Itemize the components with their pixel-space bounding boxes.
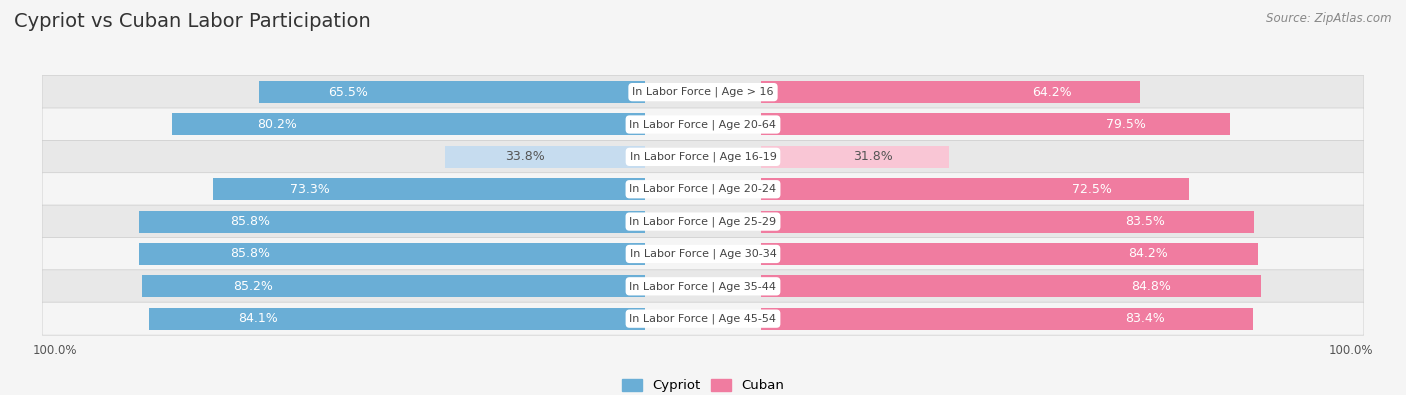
Bar <box>172 113 645 135</box>
Bar <box>139 211 645 233</box>
Text: In Labor Force | Age > 16: In Labor Force | Age > 16 <box>633 87 773 98</box>
FancyBboxPatch shape <box>42 140 1364 173</box>
FancyBboxPatch shape <box>42 237 1364 271</box>
Text: 80.2%: 80.2% <box>257 118 297 131</box>
Text: In Labor Force | Age 20-64: In Labor Force | Age 20-64 <box>630 119 776 130</box>
Bar <box>761 178 1188 200</box>
Bar <box>142 275 645 297</box>
Bar <box>149 308 645 330</box>
Text: 33.8%: 33.8% <box>505 150 546 164</box>
Text: 72.5%: 72.5% <box>1071 183 1112 196</box>
FancyBboxPatch shape <box>42 302 1364 335</box>
Text: In Labor Force | Age 30-34: In Labor Force | Age 30-34 <box>630 249 776 259</box>
Text: 64.2%: 64.2% <box>1032 86 1071 99</box>
Bar <box>259 81 645 103</box>
Bar <box>761 113 1230 135</box>
Bar <box>139 243 645 265</box>
Text: 83.5%: 83.5% <box>1125 215 1166 228</box>
Text: In Labor Force | Age 25-29: In Labor Force | Age 25-29 <box>630 216 776 227</box>
FancyBboxPatch shape <box>42 205 1364 238</box>
Text: 84.2%: 84.2% <box>1129 247 1168 260</box>
Bar <box>761 308 1253 330</box>
Text: 85.8%: 85.8% <box>231 215 270 228</box>
Text: 31.8%: 31.8% <box>853 150 893 164</box>
Text: 73.3%: 73.3% <box>290 183 330 196</box>
Text: 85.8%: 85.8% <box>231 247 270 260</box>
Bar <box>212 178 645 200</box>
Bar <box>761 81 1140 103</box>
FancyBboxPatch shape <box>42 270 1364 303</box>
FancyBboxPatch shape <box>42 108 1364 141</box>
Bar <box>761 275 1261 297</box>
Legend: Cypriot, Cuban: Cypriot, Cuban <box>621 379 785 392</box>
Text: 85.2%: 85.2% <box>233 280 273 293</box>
Text: 79.5%: 79.5% <box>1105 118 1146 131</box>
Text: 65.5%: 65.5% <box>328 86 368 99</box>
Bar <box>761 243 1258 265</box>
Text: 84.1%: 84.1% <box>238 312 278 325</box>
Text: In Labor Force | Age 45-54: In Labor Force | Age 45-54 <box>630 313 776 324</box>
Bar <box>446 146 645 168</box>
Text: Cypriot vs Cuban Labor Participation: Cypriot vs Cuban Labor Participation <box>14 12 371 31</box>
Text: In Labor Force | Age 35-44: In Labor Force | Age 35-44 <box>630 281 776 292</box>
Text: Source: ZipAtlas.com: Source: ZipAtlas.com <box>1267 12 1392 25</box>
FancyBboxPatch shape <box>42 75 1364 109</box>
Text: 83.4%: 83.4% <box>1125 312 1164 325</box>
Bar <box>761 146 949 168</box>
Text: 84.8%: 84.8% <box>1132 280 1171 293</box>
Bar <box>761 211 1254 233</box>
Text: In Labor Force | Age 16-19: In Labor Force | Age 16-19 <box>630 152 776 162</box>
FancyBboxPatch shape <box>42 173 1364 206</box>
Text: In Labor Force | Age 20-24: In Labor Force | Age 20-24 <box>630 184 776 194</box>
